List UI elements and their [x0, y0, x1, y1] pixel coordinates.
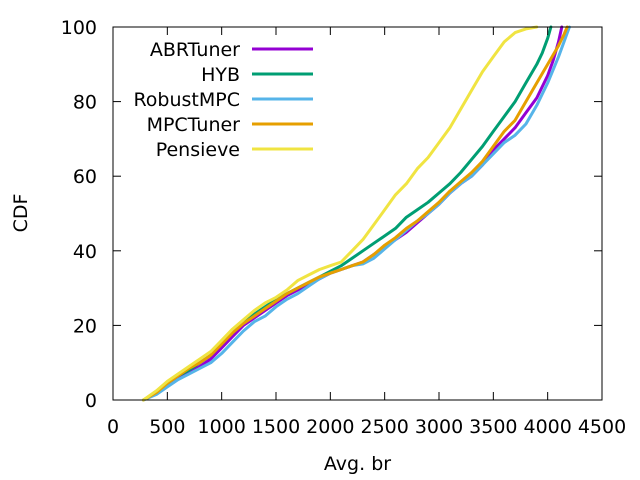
legend-label: HYB	[201, 64, 240, 86]
x-tick-label: 500	[149, 416, 185, 438]
series-line-mpctuner	[141, 25, 569, 402]
y-tick-label: 0	[85, 390, 97, 412]
legend-label: MPCTuner	[147, 114, 241, 136]
y-axis-label: CDF	[10, 194, 32, 233]
x-tick-label: 0	[107, 416, 119, 438]
y-tick-label: 20	[73, 315, 97, 337]
x-tick-label: 4500	[578, 416, 626, 438]
series-line-robustmpc	[141, 25, 571, 402]
legend-label: Pensieve	[156, 139, 240, 161]
series-layer	[141, 25, 571, 402]
x-tick-label: 3000	[415, 416, 463, 438]
x-tick-label: 3500	[469, 416, 517, 438]
x-tick-label: 4000	[523, 416, 571, 438]
x-tick-label: 1000	[197, 416, 245, 438]
x-tick-label: 1500	[252, 416, 300, 438]
x-tick-label: 2000	[306, 416, 354, 438]
ticks-layer: 0 500 1000 1500 2000 2500 3000 3500 4000 4500 0 20 4…	[61, 17, 626, 438]
y-tick-label: 100	[61, 17, 97, 39]
series-line-pensieve	[141, 25, 539, 402]
legend-label: RobustMPC	[133, 89, 240, 111]
x-axis-label: Avg. br	[324, 453, 391, 475]
legend: ABRTuner HYB RobustMPC MPCTuner Pensieve	[133, 39, 313, 161]
plot-frame	[112, 26, 603, 401]
y-tick-label: 80	[73, 92, 97, 114]
y-tick-label: 40	[73, 241, 97, 263]
x-tick-label: 2500	[360, 416, 408, 438]
y-tick-label: 60	[73, 166, 97, 188]
legend-label: ABRTuner	[150, 39, 240, 61]
